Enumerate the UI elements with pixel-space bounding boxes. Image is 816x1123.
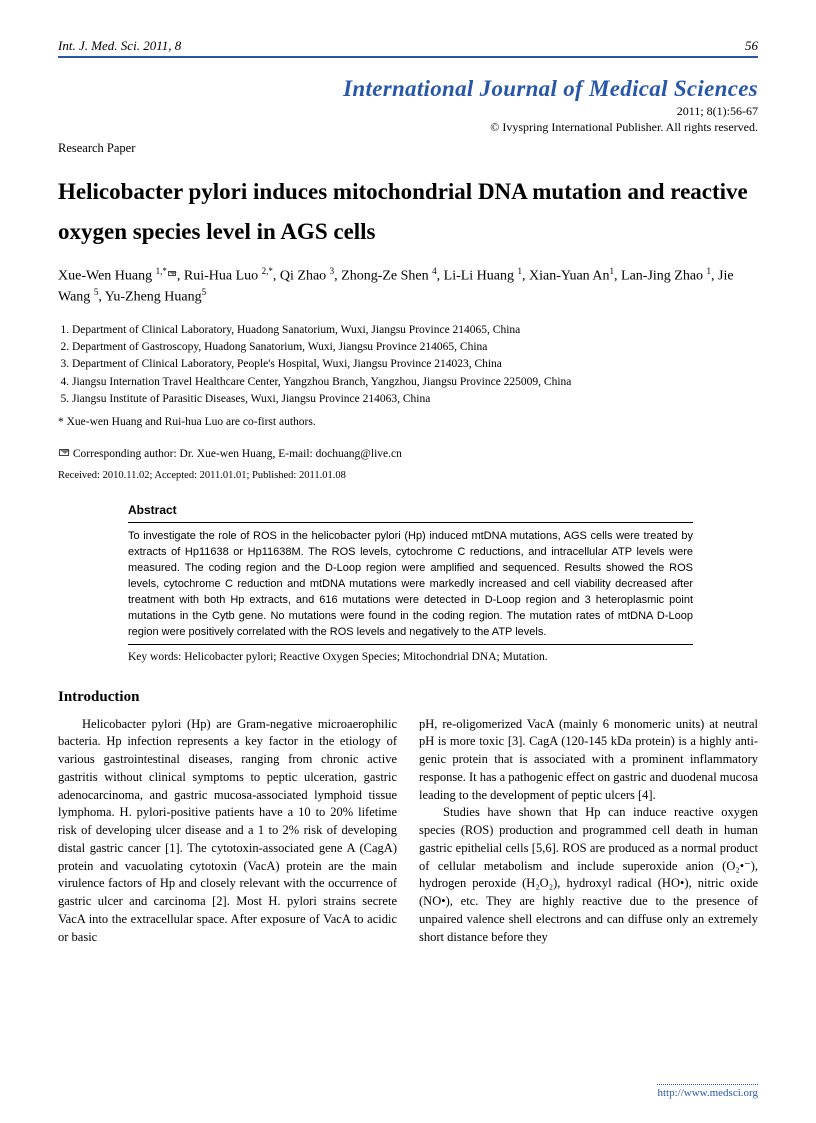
cofirst-note: * Xue-wen Huang and Rui-hua Luo are co-f… — [58, 416, 758, 428]
keywords: Key words: Helicobacter pylori; Reactive… — [128, 651, 693, 663]
affiliations-list: Department of Clinical Laboratory, Huado… — [58, 322, 758, 408]
running-header: Int. J. Med. Sci. 2011, 8 56 — [58, 38, 758, 54]
journal-issue: 2011; 8(1):56-67 — [58, 104, 758, 119]
abstract-bottom-rule — [128, 644, 693, 645]
corresponding-author: Corresponding author: Dr. Xue-wen Huang,… — [58, 448, 758, 460]
page-number: 56 — [745, 38, 758, 54]
intro-heading: Introduction — [58, 689, 758, 706]
journal-rights: © Ivyspring International Publisher. All… — [58, 120, 758, 135]
column-1: Helicobacter pylori (Hp) are Gram-negati… — [58, 716, 397, 947]
abstract-block: Abstract To investigate the role of ROS … — [128, 503, 693, 663]
header-rule — [58, 56, 758, 58]
corresponding-text: Corresponding author: Dr. Xue-wen Huang,… — [73, 448, 402, 460]
intro-paragraph-2a: pH, re-oligomerized VacA (mainly 6 monom… — [419, 716, 758, 805]
affiliation-item: Department of Clinical Laboratory, Peopl… — [72, 356, 758, 373]
affiliation-item: Department of Clinical Laboratory, Huado… — [72, 322, 758, 339]
affiliation-item: Jiangsu Institute of Parasitic Diseases,… — [72, 391, 758, 408]
author-list: Xue-Wen Huang 1,*, Rui-Hua Luo 2,*, Qi Z… — [58, 265, 758, 308]
footer-link[interactable]: http://www.medsci.org — [657, 1087, 758, 1099]
body-columns: Helicobacter pylori (Hp) are Gram-negati… — [58, 716, 758, 947]
affiliation-item: Department of Gastroscopy, Huadong Sanat… — [72, 339, 758, 356]
journal-short: Int. J. Med. Sci. 2011, 8 — [58, 38, 181, 54]
envelope-icon — [59, 449, 69, 456]
affiliation-item: Jiangsu Internation Travel Healthcare Ce… — [72, 374, 758, 391]
column-2: pH, re-oligomerized VacA (mainly 6 monom… — [419, 716, 758, 947]
publication-dates: Received: 2010.11.02; Accepted: 2011.01.… — [58, 470, 758, 481]
article-title: Helicobacter pylori induces mitochondria… — [58, 172, 758, 253]
footer-url[interactable]: http://www.medsci.org — [657, 1084, 758, 1099]
intro-paragraph-1: Helicobacter pylori (Hp) are Gram-negati… — [58, 716, 397, 947]
abstract-top-rule — [128, 522, 693, 523]
paper-type: Research Paper — [58, 141, 758, 156]
journal-title: International Journal of Medical Science… — [58, 76, 758, 102]
intro-paragraph-2b: Studies have shown that Hp can induce re… — [419, 804, 758, 946]
abstract-text: To investigate the role of ROS in the he… — [128, 529, 693, 641]
abstract-heading: Abstract — [128, 503, 693, 517]
envelope-icon — [168, 271, 176, 276]
